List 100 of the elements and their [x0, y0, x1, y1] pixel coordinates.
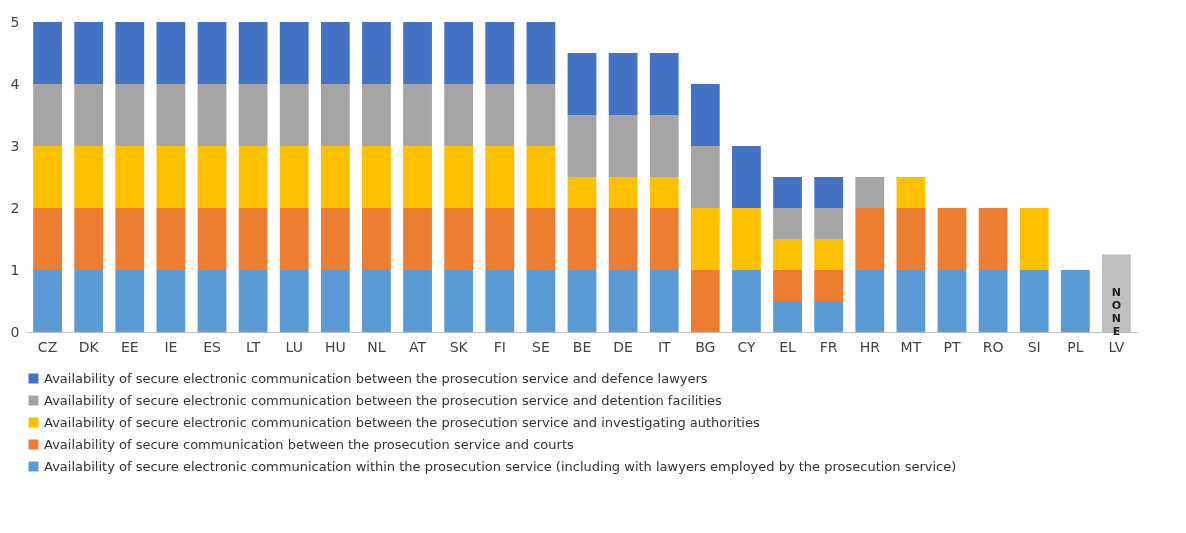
bar [403, 146, 432, 208]
legend-label: Availability of secure electronic communication between the prosecution service and defence lawyers [44, 370, 708, 386]
bar [1019, 208, 1049, 270]
x-tick-label: HU [324, 338, 346, 355]
x-tick-label: SI [1027, 338, 1041, 355]
bar [526, 146, 556, 208]
bar [197, 146, 227, 208]
bar [896, 177, 926, 208]
x-tick-label: EE [120, 338, 139, 355]
bar [814, 239, 844, 270]
y-tick-label: 4 [10, 75, 20, 92]
bar [403, 84, 432, 146]
x-tick-label: LV [1108, 338, 1125, 355]
bar [320, 22, 350, 84]
bar [444, 22, 474, 84]
bar [74, 270, 104, 332]
bar [690, 146, 720, 208]
legend-label: Availability of secure communication between the prosecution service and courts [44, 436, 575, 452]
legend-label: Availability of secure electronic communication within the prosecution service (including with lawyers employed by the prosecution service) [44, 458, 957, 474]
x-tick-label: IT [657, 338, 672, 355]
x-tick-label: RO [982, 338, 1004, 355]
x-tick-label: PT [943, 338, 961, 355]
bar [33, 146, 62, 208]
annotation: NONE [1111, 286, 1122, 339]
bar [362, 208, 391, 270]
bar [115, 146, 145, 208]
bar [649, 115, 679, 177]
bar [567, 208, 597, 270]
bar [773, 208, 802, 239]
legend-label: Availability of secure electronic communication between the prosecution service and detention facilities [44, 392, 723, 408]
x-tick-label: CZ [37, 338, 58, 355]
bar [33, 270, 62, 332]
bar [649, 270, 679, 332]
bar [33, 22, 62, 84]
bar [115, 22, 145, 84]
x-tick-label: LT [245, 338, 261, 355]
bar [1060, 270, 1090, 332]
bar [978, 208, 1008, 270]
bar [156, 208, 186, 270]
bar [485, 22, 515, 84]
bar [814, 208, 844, 239]
bar [567, 270, 597, 332]
bar [485, 270, 515, 332]
x-tick-label: PL [1067, 338, 1084, 355]
x-tick-label: SE [532, 338, 550, 355]
bar [485, 146, 515, 208]
bar [197, 22, 227, 84]
x-tick-label: ES [203, 338, 221, 355]
bar [896, 208, 926, 270]
bar [855, 177, 885, 208]
bar [773, 301, 802, 332]
x-tick-label: NL [367, 338, 386, 355]
bar [526, 22, 556, 84]
bar [896, 270, 926, 332]
bar [362, 84, 391, 146]
bar [485, 208, 515, 270]
bar [1019, 270, 1049, 332]
x-tick-label: LU [285, 338, 303, 355]
bar [814, 177, 844, 208]
bar [279, 146, 309, 208]
bar [444, 84, 474, 146]
bar [156, 146, 186, 208]
bar [115, 208, 145, 270]
bar [156, 270, 186, 332]
bar [855, 270, 885, 332]
bar [238, 208, 268, 270]
bar [320, 84, 350, 146]
bar [649, 177, 679, 208]
x-tick-label: EL [779, 338, 797, 355]
bar [937, 270, 967, 332]
bar [485, 84, 515, 146]
bar [690, 208, 720, 270]
bar [156, 22, 186, 84]
y-tick-label: 2 [10, 199, 20, 216]
bar [444, 146, 474, 208]
bar [279, 208, 309, 270]
bar [279, 84, 309, 146]
bar [115, 270, 145, 332]
bar [320, 208, 350, 270]
bar [649, 53, 679, 115]
bar [238, 22, 268, 84]
bar [567, 115, 597, 177]
y-tick-label: 3 [10, 137, 20, 154]
x-tick-label: DK [78, 338, 100, 355]
bar [74, 208, 104, 270]
bar [608, 208, 638, 270]
bar [362, 270, 391, 332]
bar [279, 270, 309, 332]
bar [608, 115, 638, 177]
bar [732, 270, 761, 332]
bar [279, 22, 309, 84]
bar [115, 84, 145, 146]
y-tick-label: 5 [10, 13, 20, 30]
bar [773, 239, 802, 270]
bar [773, 270, 802, 301]
bar [33, 84, 62, 146]
x-tick-label: AT [409, 338, 427, 355]
bar [156, 84, 186, 146]
bar [320, 146, 350, 208]
bar [403, 208, 432, 270]
